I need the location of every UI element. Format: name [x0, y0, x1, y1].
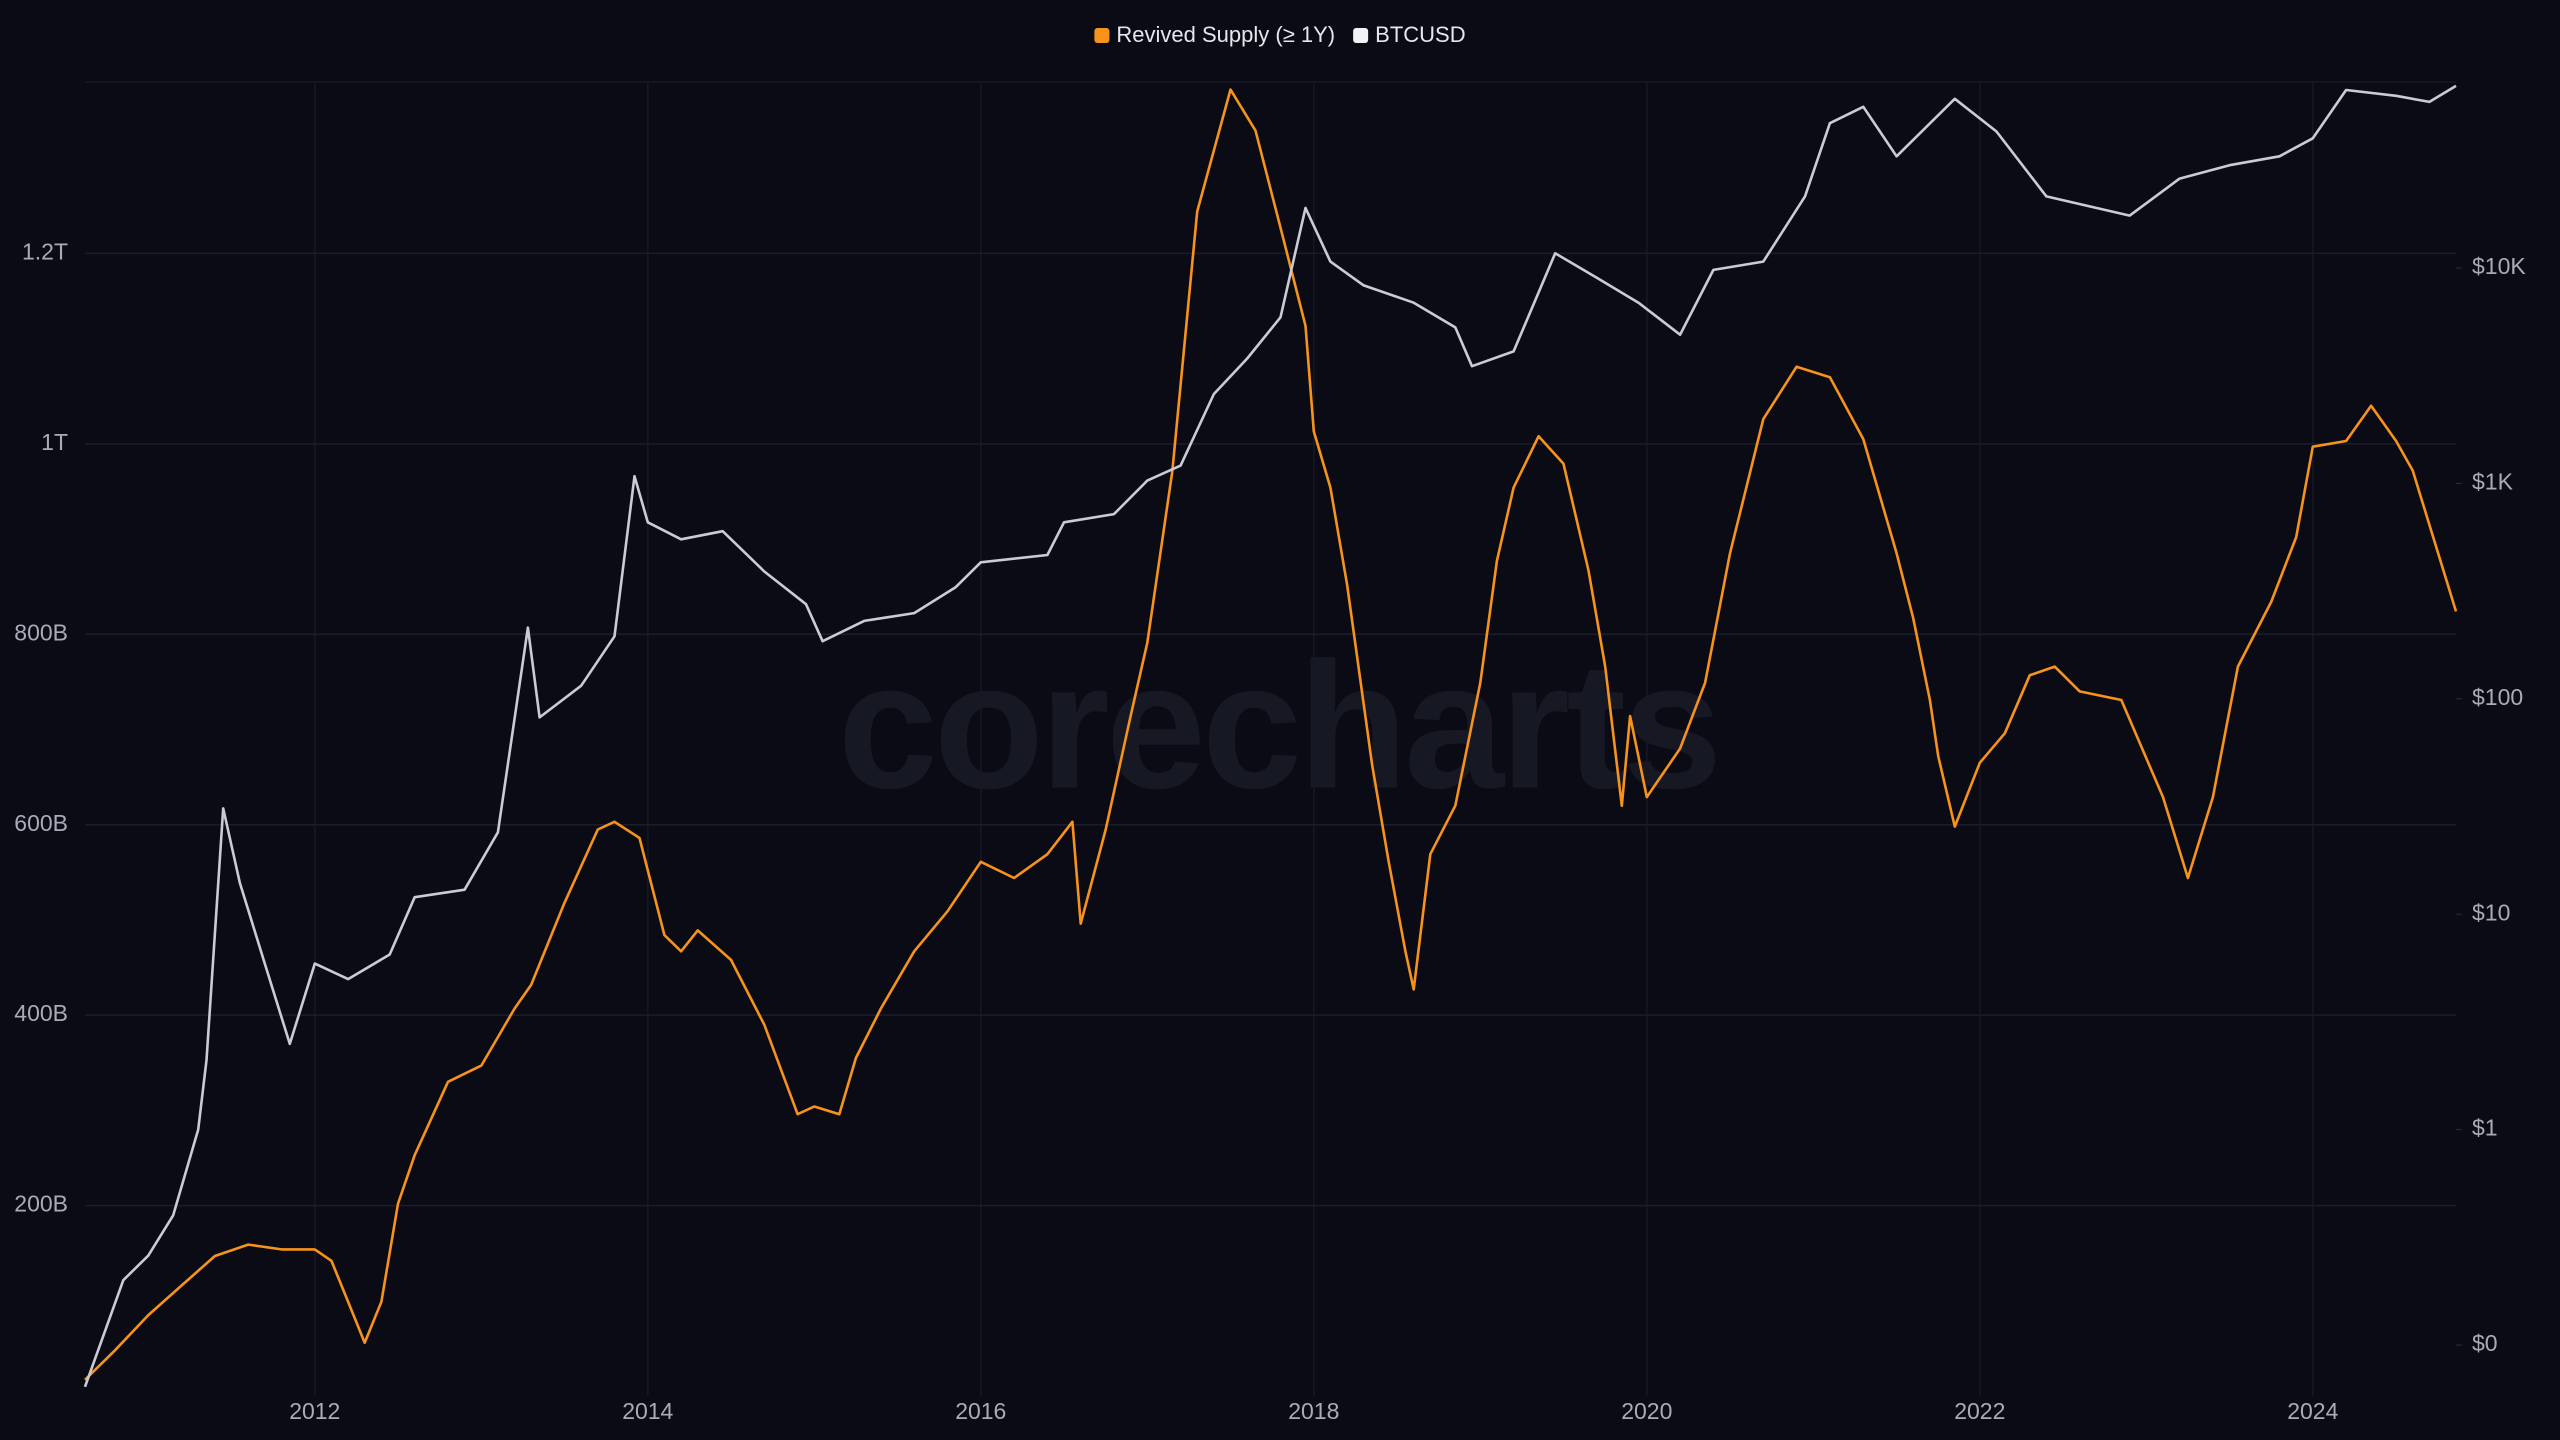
y2-tick-label: $10: [2472, 899, 2510, 925]
x-tick-label: 2014: [622, 1398, 673, 1424]
y-tick-label: 1T: [41, 429, 68, 455]
y-tick-label: 1.2T: [22, 238, 68, 264]
x-tick-label: 2016: [955, 1398, 1006, 1424]
y2-tick-label: $1: [2472, 1115, 2498, 1141]
y2-tick-label: $100: [2472, 684, 2523, 710]
x-tick-label: 2022: [1954, 1398, 2005, 1424]
y2-tick-label: $0: [2472, 1330, 2498, 1356]
y-tick-label: 800B: [14, 619, 68, 645]
y-tick-label: 200B: [14, 1191, 68, 1217]
series-line: [83, 84, 2457, 1388]
y-tick-label: 600B: [14, 810, 68, 836]
x-tick-label: 2024: [2287, 1398, 2338, 1424]
x-tick-label: 2020: [1621, 1398, 1672, 1424]
y2-tick-label: $10K: [2472, 253, 2526, 279]
watermark: corecharts: [838, 626, 1718, 827]
legend-label: BTCUSD: [1375, 22, 1465, 47]
series-line: [84, 88, 2458, 1381]
x-tick-label: 2018: [1288, 1398, 1339, 1424]
x-tick-label: 2012: [289, 1398, 340, 1424]
y2-tick-label: $1K: [2472, 468, 2514, 494]
legend-label: Revived Supply (≥ 1Y): [1116, 22, 1335, 47]
legend-swatch: [1353, 28, 1369, 43]
y-tick-label: 400B: [14, 1000, 68, 1026]
legend-swatch: [1094, 28, 1110, 43]
